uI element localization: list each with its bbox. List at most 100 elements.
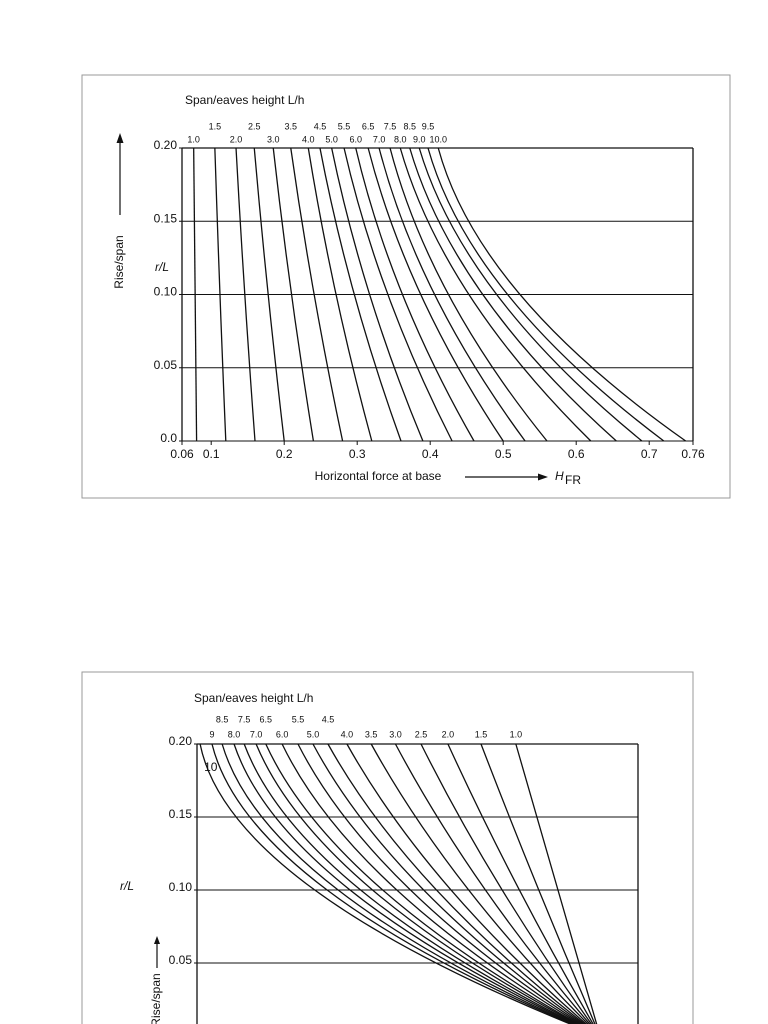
y-axis-label: Rise/span	[112, 235, 126, 288]
series-label: 9.0	[413, 134, 426, 144]
x-tick-label: 0.06	[170, 447, 194, 461]
curve	[418, 147, 643, 442]
y-symbol: r/L	[120, 879, 134, 893]
curve	[211, 743, 574, 1024]
curve	[394, 743, 591, 1024]
series-label: 9	[209, 729, 214, 739]
curve	[319, 147, 402, 442]
curve	[253, 147, 285, 442]
curve	[290, 147, 344, 442]
series-label: 2.5	[415, 729, 428, 739]
series-label: 8.0	[394, 134, 407, 144]
y-tick-label: 0.10	[154, 285, 178, 299]
curve	[370, 743, 589, 1024]
x-tick-label: 0.4	[422, 447, 439, 461]
series-label: 3.5	[285, 121, 298, 131]
y-tick-label: 0.0	[160, 431, 177, 445]
x-axis-label: Horizontal force at base	[315, 469, 442, 483]
series-label: 8.0	[228, 729, 241, 739]
x-tick-label: 0.6	[568, 447, 585, 461]
series-label: 2.5	[248, 121, 261, 131]
series-label: 1.5	[475, 729, 488, 739]
x-tick-label: 0.5	[495, 447, 512, 461]
series-label: 5.5	[292, 714, 305, 724]
curve	[399, 147, 592, 442]
x-tick-label: 0.2	[276, 447, 293, 461]
series-label: 6.0	[276, 729, 289, 739]
series-label: 4.5	[314, 121, 327, 131]
curve	[343, 147, 453, 442]
series-label: 7.5	[384, 121, 397, 131]
x-symbol-subscript: FR	[565, 473, 581, 487]
curve	[265, 743, 580, 1024]
series-label: 5.5	[338, 121, 351, 131]
curve	[281, 743, 582, 1024]
chart-title: Span/eaves height L/h	[194, 691, 313, 705]
series-label: 9.5	[422, 121, 435, 131]
curve	[297, 743, 583, 1024]
series-label: 4.0	[341, 729, 354, 739]
series-label: 5.0	[307, 729, 320, 739]
curve	[327, 743, 586, 1024]
x-tick-label: 0.3	[349, 447, 366, 461]
curve	[346, 743, 588, 1024]
series-label: 3.0	[267, 134, 280, 144]
series-label: 7.0	[373, 134, 386, 144]
curve	[447, 743, 594, 1024]
x-tick-label: 0.76	[681, 447, 705, 461]
series-label: 3.5	[365, 729, 378, 739]
curve	[378, 147, 526, 442]
series-label: 2.0	[442, 729, 455, 739]
arrow-head	[154, 936, 160, 944]
y-tick-label: 0.05	[169, 953, 193, 967]
curve	[255, 743, 579, 1024]
series-label: 8.5	[404, 121, 417, 131]
curve	[235, 147, 256, 442]
y-tick-label: 0.20	[154, 138, 178, 152]
figure-frame	[81, 671, 694, 1024]
curve	[437, 147, 687, 442]
y-tick-label: 0.15	[169, 807, 193, 821]
curve	[243, 743, 578, 1024]
x-tick-label: 0.7	[641, 447, 658, 461]
curve	[480, 743, 596, 1024]
curve	[515, 743, 598, 1024]
series-label: 1.0	[510, 729, 523, 739]
chart-title: Span/eaves height L/h	[185, 93, 304, 107]
series-label: 7.5	[238, 714, 251, 724]
series-label: 10	[204, 760, 218, 774]
arrow-head	[538, 473, 548, 481]
series-label: 2.0	[230, 134, 243, 144]
series-label: 4.5	[322, 714, 335, 724]
y-symbol: r/L	[155, 260, 169, 274]
curve	[420, 743, 593, 1024]
x-symbol: H	[555, 469, 564, 483]
curve	[221, 743, 575, 1024]
series-label: 5.0	[325, 134, 338, 144]
y-tick-label: 0.10	[169, 880, 193, 894]
figure-frame	[81, 74, 731, 499]
curve	[312, 743, 585, 1024]
series-label: 6.5	[260, 714, 273, 724]
curve	[427, 147, 665, 442]
curve	[307, 147, 373, 442]
series-label: 3.0	[389, 729, 402, 739]
curve	[233, 743, 577, 1024]
y-axis-label: Rise/span	[149, 973, 163, 1024]
series-label: 6.5	[362, 121, 375, 131]
series-label: 1.5	[209, 121, 222, 131]
curve	[272, 147, 315, 442]
arrow-head	[116, 133, 124, 143]
y-tick-label: 0.15	[154, 211, 178, 225]
curve	[214, 147, 227, 442]
curve	[199, 743, 572, 1024]
series-label: 10.0	[429, 134, 447, 144]
y-tick-label: 0.20	[169, 734, 193, 748]
curve	[331, 147, 424, 442]
curve	[409, 147, 617, 442]
curve	[389, 147, 548, 442]
curve	[367, 147, 504, 442]
x-tick-label: 0.1	[203, 447, 220, 461]
series-label: 4.0	[302, 134, 315, 144]
